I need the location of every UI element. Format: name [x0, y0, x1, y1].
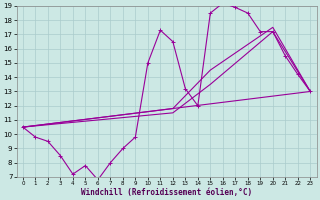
X-axis label: Windchill (Refroidissement éolien,°C): Windchill (Refroidissement éolien,°C)	[81, 188, 252, 197]
